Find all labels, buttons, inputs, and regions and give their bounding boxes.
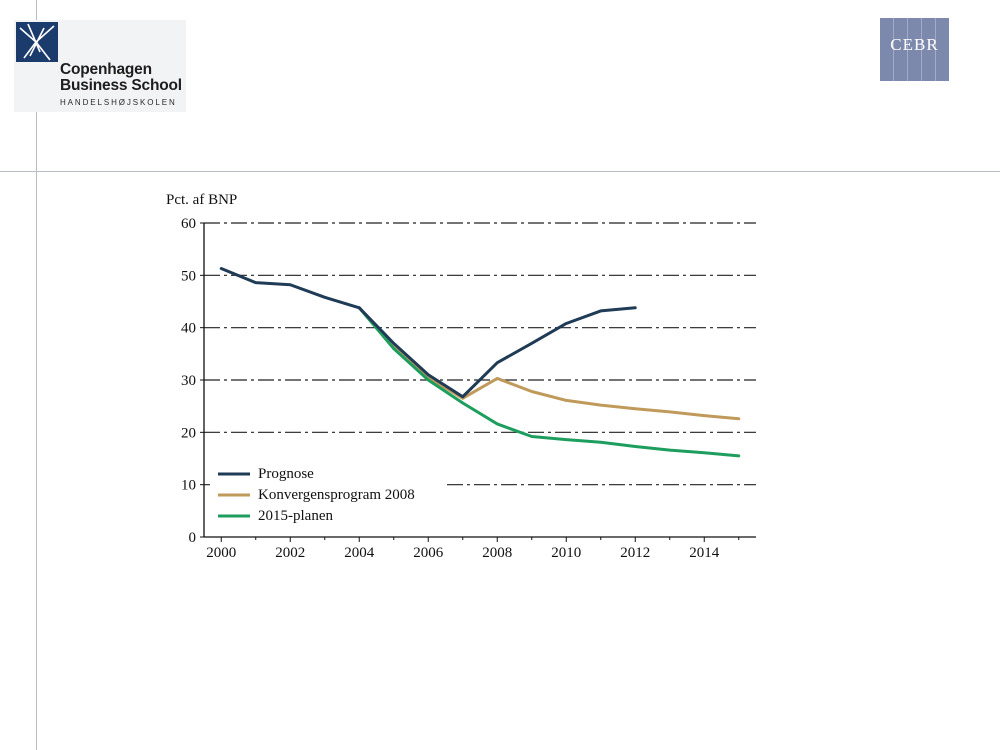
cebr-logo: CEBR <box>880 18 949 81</box>
slide-frame-horizontal-line <box>0 171 1000 172</box>
y-tick-label: 60 <box>181 216 196 232</box>
series-line-konvergensprogram-2008 <box>357 306 741 421</box>
x-tick-label: 2002 <box>275 545 305 561</box>
x-tick-label: 2010 <box>551 545 581 561</box>
y-tick-label: 30 <box>181 373 196 389</box>
y-tick-label: 50 <box>181 268 196 284</box>
x-tick-label: 2014 <box>689 545 720 561</box>
x-tick-label: 2012 <box>620 545 650 561</box>
cebr-logo-text: CEBR <box>890 35 939 54</box>
cbs-logo-subtitle: HANDELSHØJSKOLEN <box>60 98 177 107</box>
cbs-logo-name-line1: Copenhagen <box>60 61 152 78</box>
x-tick-label: 2006 <box>413 545 444 561</box>
cebr-logo-stripe <box>893 18 894 81</box>
cbs-logo: Copenhagen Business School HANDELSHØJSKO… <box>14 20 186 112</box>
cebr-logo-stripe <box>907 18 908 81</box>
series-line-2015-planen <box>357 306 741 458</box>
legend-label-prognose: Prognose <box>258 466 314 482</box>
cebr-logo-stripe <box>935 18 936 81</box>
y-tick-label: 0 <box>189 530 197 546</box>
y-tick-label: 10 <box>181 478 196 494</box>
series-line-prognose <box>219 267 637 399</box>
slide-frame-vertical-line <box>36 0 37 750</box>
y-tick-label: 40 <box>181 321 196 337</box>
x-tick-label: 2000 <box>206 545 236 561</box>
chart-svg: 0 10 20 30 40 50 60 2000 2002 2004 2006 2008 2010 201… <box>181 216 756 561</box>
x-tick-label: 2008 <box>482 545 512 561</box>
y-tick-label: 20 <box>181 425 196 441</box>
cbs-logo-name: Copenhagen Business School <box>60 62 182 94</box>
y-axis-title: Pct. af BNP <box>166 192 238 208</box>
cbs-logo-name-line2: Business School <box>60 77 182 94</box>
cebr-logo-stripe <box>921 18 922 81</box>
legend-label-konvergensprogram-2008: Konvergensprogram 2008 <box>258 487 415 503</box>
debt-chart: Pct. af BNP 0 10 20 30 40 50 60 2000 2002 2004 200… <box>160 190 760 570</box>
cbs-logo-mark-icon <box>16 22 58 62</box>
legend-label-2015-planen: 2015-planen <box>258 508 333 524</box>
x-tick-label: 2004 <box>344 545 375 561</box>
